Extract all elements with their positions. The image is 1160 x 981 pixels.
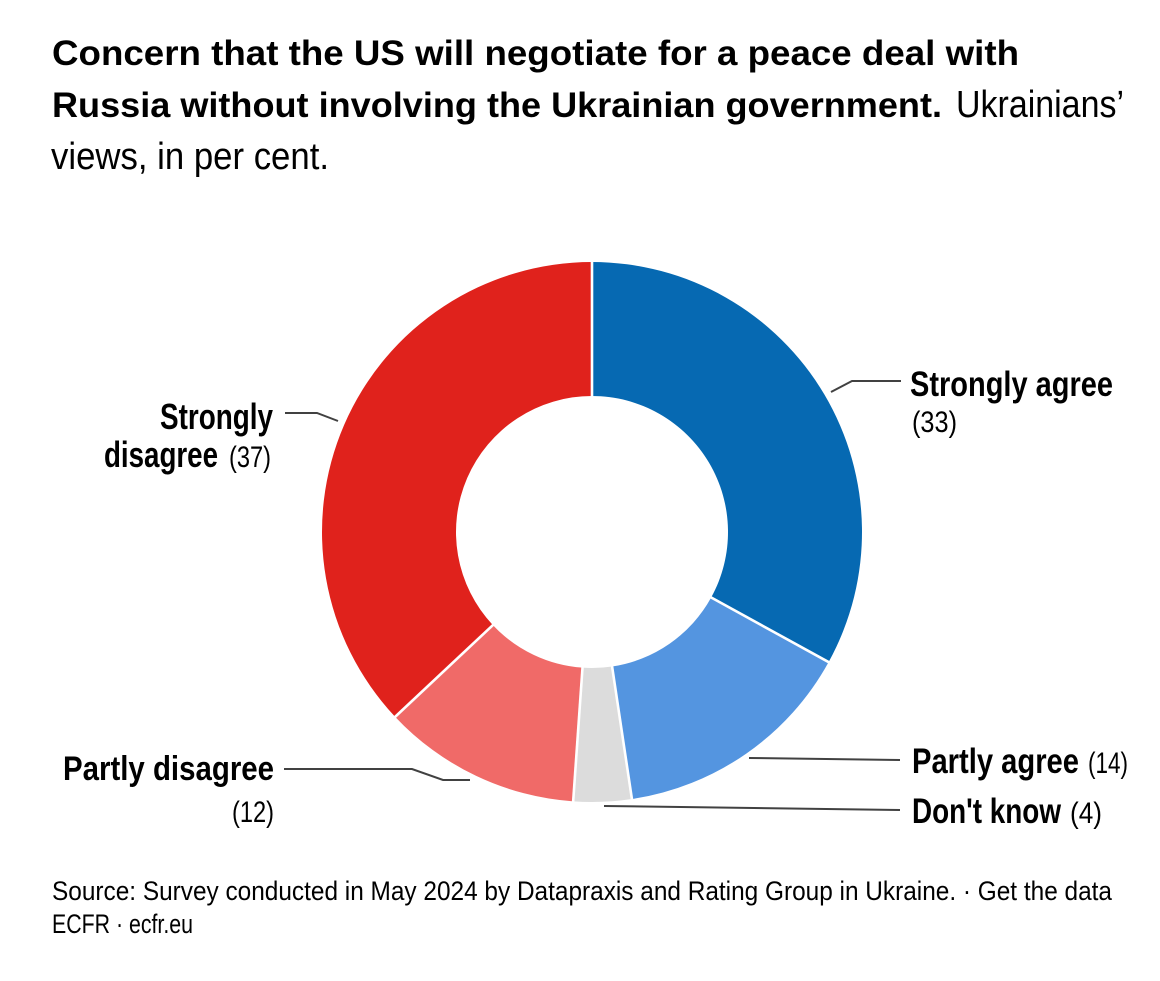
svg-text:(12): (12)	[232, 796, 274, 829]
svg-text:(33): (33)	[912, 406, 957, 439]
svg-text:disagree: disagree	[104, 434, 218, 475]
svg-text:Ukrainians’: Ukrainians’	[956, 84, 1124, 126]
svg-text:(14): (14)	[1088, 747, 1128, 780]
svg-text:Concern that the US will negot: Concern that the US will negotiate for a…	[52, 34, 1019, 73]
svg-text:ECFR · ecfr.eu: ECFR · ecfr.eu	[52, 909, 193, 939]
svg-text:Strongly agree: Strongly agree	[910, 365, 1113, 404]
svg-text:Russia without involving the U: Russia without involving the Ukrainian g…	[52, 86, 942, 125]
svg-text:Partly disagree: Partly disagree	[63, 750, 274, 788]
svg-text:Strongly: Strongly	[160, 396, 273, 437]
svg-text:(4): (4)	[1070, 797, 1102, 830]
svg-text:Partly agree: Partly agree	[912, 742, 1079, 781]
svg-text:views, in per cent.: views, in per cent.	[51, 136, 329, 178]
svg-text:Don't know: Don't know	[912, 792, 1062, 831]
svg-text:(37): (37)	[229, 441, 271, 474]
svg-text:Source: Survey conducted in Ma: Source: Survey conducted in May 2024 by …	[52, 876, 1113, 906]
